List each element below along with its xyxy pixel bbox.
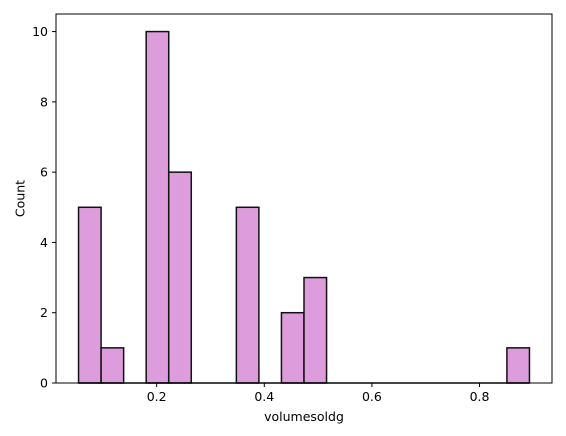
x-tick-label: 0.6 [362, 389, 382, 404]
histogram-bar [280, 311, 305, 384]
x-axis-ticks: 0.2 0.4 0.6 0.8 [147, 383, 490, 404]
y-tick-label: 6 [40, 165, 48, 180]
y-axis-ticks: 0 2 4 6 8 10 [32, 24, 56, 391]
histogram-bar [235, 206, 260, 384]
y-axis-label: Count [12, 180, 27, 217]
histogram-bar [506, 347, 531, 384]
histogram-bar [77, 206, 102, 384]
x-axis-label: volumesoldg [264, 409, 344, 424]
y-tick-label: 2 [40, 305, 48, 320]
y-tick-label: 0 [40, 376, 48, 391]
y-tick-label: 10 [32, 24, 48, 39]
x-tick-label: 0.8 [470, 389, 490, 404]
x-tick-label: 0.4 [254, 389, 274, 404]
y-tick-label: 8 [40, 94, 48, 109]
histogram-bar [100, 347, 125, 384]
plot-frame [55, 13, 553, 384]
y-tick-label: 4 [40, 235, 48, 250]
histogram-bar [303, 276, 328, 384]
histogram-bar [145, 30, 170, 384]
bars-group [77, 30, 531, 384]
x-tick-label: 0.2 [147, 389, 167, 404]
histogram-bar [167, 171, 193, 384]
